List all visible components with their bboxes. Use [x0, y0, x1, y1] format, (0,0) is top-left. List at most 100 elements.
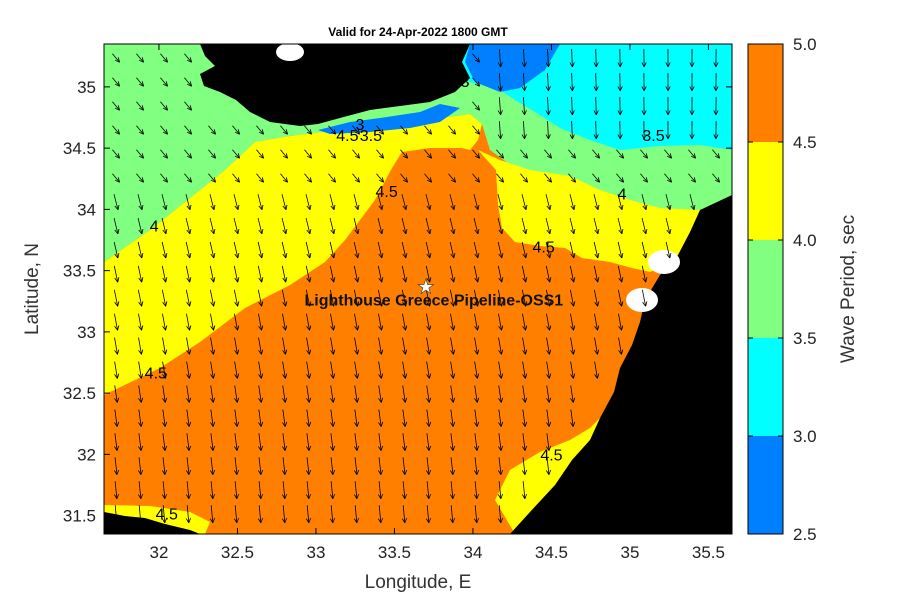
wave-arrow: [544, 149, 552, 159]
plot-area: 333.54.5 3.54.5 444.54.54.54.5 ★ Lighthous…: [104, 44, 732, 534]
colorbar-label: Wave Period, sec: [838, 215, 859, 363]
wave-arrow: [210, 433, 216, 451]
wave-arrow: [522, 361, 528, 379]
wave-arrow: [114, 385, 120, 403]
wave-arrow: [114, 313, 120, 331]
wave-arrow: [234, 361, 240, 379]
wave-arrow: [664, 173, 672, 183]
wave-arrow: [306, 409, 312, 427]
wave-arrow: [210, 385, 216, 403]
contour-label: 4.5: [532, 239, 554, 256]
wave-arrow: [234, 409, 240, 427]
wave-arrow: [641, 120, 647, 140]
wave-arrow: [402, 337, 408, 355]
wave-arrow: [401, 265, 408, 283]
wave-arrow: [402, 433, 408, 451]
y-axis-label: Latitude, N: [22, 243, 43, 335]
wave-arrow: [498, 409, 504, 427]
wave-arrow: [304, 149, 312, 159]
x-tick-label: 32.5: [221, 543, 254, 562]
wave-arrow: [304, 125, 312, 135]
wave-arrow: [377, 481, 383, 499]
egypt-land: [104, 512, 200, 534]
wave-arrow: [426, 385, 432, 403]
wave-arrow: [617, 265, 624, 283]
wave-arrow: [186, 313, 192, 331]
wave-arrow: [522, 337, 528, 355]
wave-arrow: [233, 265, 240, 283]
wave-arrow: [496, 173, 504, 183]
wave-arrow: [497, 505, 503, 524]
y-tick-label: 33.5: [63, 262, 96, 281]
wave-arrow: [232, 149, 240, 159]
x-tick-label: 33.5: [378, 543, 411, 562]
wave-arrow: [521, 121, 527, 140]
contour-label: 4: [618, 187, 627, 204]
wave-arrow: [256, 149, 264, 159]
wave-arrow: [378, 313, 384, 331]
wave-arrow: [113, 217, 120, 235]
colorbar-swatch: [748, 142, 783, 240]
wave-arrow: [570, 385, 576, 403]
wave-arrow: [594, 313, 600, 331]
wave-arrow: [209, 457, 216, 475]
wave-arrow: [282, 313, 288, 331]
wave-arrow: [354, 337, 360, 355]
wave-arrow: [256, 173, 264, 183]
wave-arrow: [569, 121, 575, 140]
wave-arrow: [185, 217, 192, 235]
wave-arrow: [136, 149, 144, 159]
wave-arrow: [136, 125, 144, 135]
wave-arrow: [184, 125, 192, 135]
wave-arrow: [234, 313, 240, 331]
colorbar-tick-label: 4.0: [793, 231, 817, 250]
wave-arrow: [641, 241, 648, 259]
wave-arrow: [425, 505, 431, 524]
wave-arrow: [258, 337, 264, 355]
wave-arrow: [497, 121, 503, 140]
wave-arrow: [426, 361, 432, 379]
wave-arrow: [306, 433, 312, 451]
wave-arrow: [545, 73, 551, 92]
wave-arrow: [617, 121, 623, 140]
wave-arrow: [401, 457, 408, 475]
wave-arrow: [592, 173, 600, 183]
colorbar-swatch: [748, 436, 783, 534]
wave-arrow: [521, 217, 528, 235]
wave-arrow: [450, 409, 456, 427]
wave-arrow: [376, 149, 384, 159]
wave-arrow: [450, 337, 456, 355]
wave-arrow: [184, 149, 192, 159]
wave-arrow: [593, 265, 600, 283]
wave-arrow: [185, 265, 192, 283]
wave-arrow: [209, 194, 216, 211]
x-tick-label: 35: [620, 543, 639, 562]
wave-arrow: [497, 289, 504, 307]
wave-arrow: [617, 194, 624, 211]
wave-arrow: [400, 149, 408, 159]
wave-arrow: [329, 194, 336, 211]
wave-period-band-4-to-4-5-northwest: [104, 114, 482, 395]
wave-arrow: [689, 48, 695, 68]
wave-arrow: [328, 173, 336, 183]
wave-arrow: [378, 433, 384, 451]
wave-arrow: [281, 289, 288, 307]
wave-arrow: [306, 313, 312, 331]
wave-arrow: [353, 481, 359, 499]
wave-arrow: [257, 194, 264, 211]
wave-arrow: [545, 457, 552, 475]
wave-arrow: [257, 457, 264, 475]
wave-arrow: [280, 173, 288, 183]
wave-arrow: [114, 409, 120, 427]
wave-arrow: [233, 481, 239, 499]
wave-arrow: [474, 385, 480, 403]
wave-arrow: [592, 149, 600, 159]
y-tick-label: 31.5: [63, 507, 96, 526]
wave-arrow: [450, 385, 456, 403]
wave-arrow: [185, 241, 192, 259]
wave-arrow: [137, 289, 144, 307]
wave-arrow: [472, 125, 480, 135]
wave-arrow: [402, 409, 408, 427]
wave-arrow: [233, 289, 240, 307]
wave-arrow: [593, 289, 600, 307]
